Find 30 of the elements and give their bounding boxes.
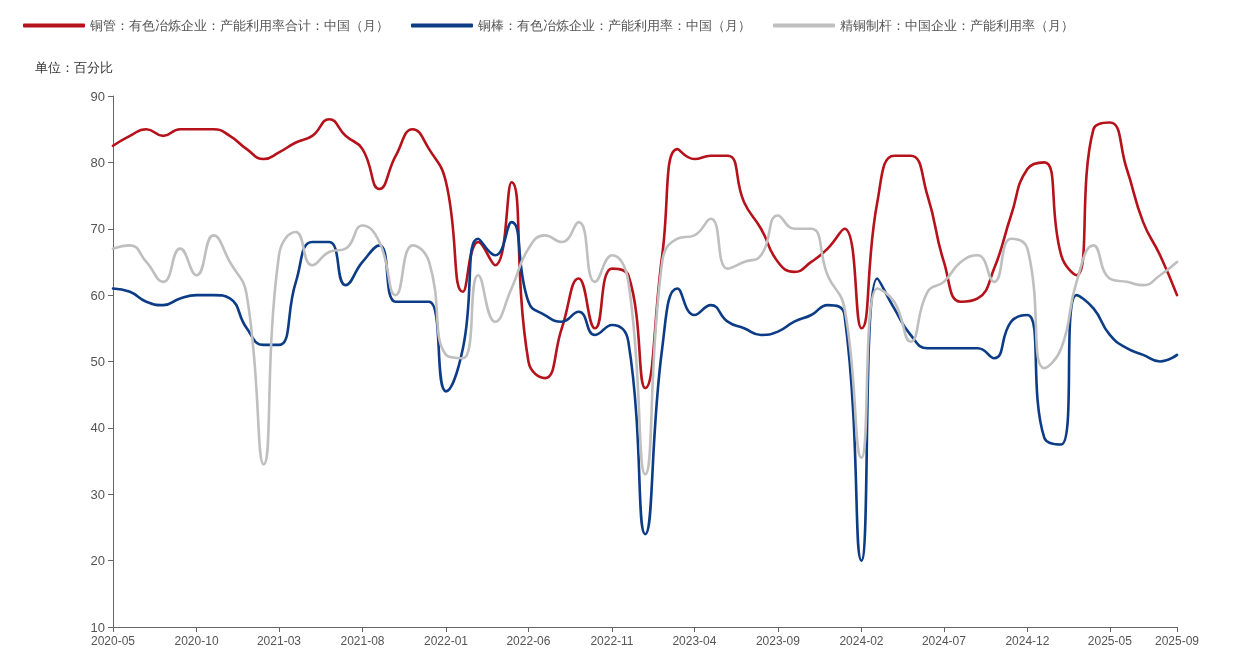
x-tick-label: 2022-11 (590, 634, 634, 648)
y-tick-label: 30 (90, 486, 105, 502)
line-series (111, 214, 1179, 476)
x-tick-label: 2021-08 (340, 634, 385, 648)
x-tick-label: 2025-05 (1087, 634, 1133, 648)
x-tick-label: 2020-05 (90, 634, 136, 648)
y-tick-label: 50 (90, 354, 105, 369)
x-tick-label: 2023-09 (755, 634, 801, 648)
x-tick-label: 2024-07 (921, 634, 967, 648)
x-tick-label: 2022-06 (506, 634, 551, 648)
line-series (111, 220, 1179, 562)
y-tick-label: 10 (90, 619, 105, 635)
x-tick-label: 2022-01 (423, 634, 469, 648)
x-tick-label: 2021-03 (256, 634, 302, 648)
x-tick-label: 2024-12 (1005, 634, 1050, 648)
y-tick-label: 70 (90, 221, 105, 237)
x-tick-label: 2025-09 (1154, 634, 1200, 648)
legend-label: 精铜制杆：中国企业：产能利用率（月） (840, 18, 1074, 33)
y-tick-label: 20 (90, 553, 105, 569)
legend-label: 铜棒：有色冶炼企业：产能利用率：中国（月） (477, 18, 751, 33)
x-tick-label: 2020-10 (174, 634, 219, 648)
y-tick-label: 60 (90, 287, 105, 303)
y-tick-label: 40 (90, 420, 105, 436)
x-tick-label: 2023-04 (672, 634, 717, 648)
legend-label: 铜管：有色冶炼企业：产能利用率合计：中国（月） (89, 18, 389, 33)
x-tick-label: 2024-02 (839, 634, 884, 648)
y-tick-label: 80 (90, 154, 105, 170)
y-tick-label: 90 (90, 88, 105, 104)
line-series (111, 117, 1179, 390)
y-axis-title: 单位：百分比 (35, 60, 113, 75)
